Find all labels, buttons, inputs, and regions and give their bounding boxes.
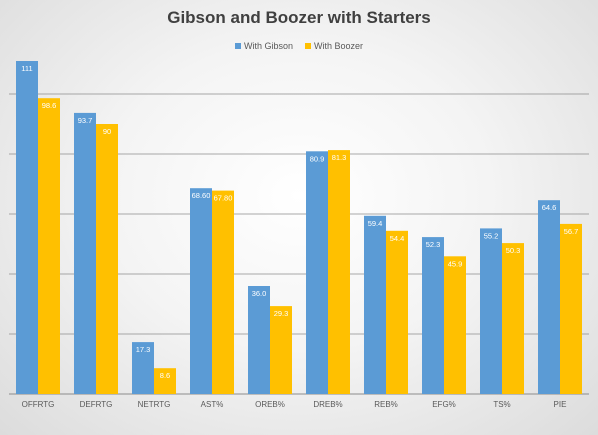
bar-gibson <box>538 200 560 394</box>
data-label-gibson: 55.2 <box>484 231 499 240</box>
x-tick-label: DREB% <box>313 400 342 409</box>
data-label-gibson: 93.7 <box>78 116 93 125</box>
legend-label-gibson: With Gibson <box>243 41 293 51</box>
data-label-gibson: 52.3 <box>426 240 441 249</box>
legend-swatch-boozer <box>305 43 311 49</box>
bar-gibson <box>16 61 38 394</box>
bar-boozer <box>502 243 524 394</box>
data-label-gibson: 36.0 <box>252 289 267 298</box>
x-tick-label: OREB% <box>255 400 285 409</box>
x-tick-label: PIE <box>554 400 567 409</box>
data-label-boozer: 90 <box>103 127 111 136</box>
x-tick-label: AST% <box>201 400 224 409</box>
x-tick-label: TS% <box>493 400 510 409</box>
bar-gibson <box>480 228 502 394</box>
data-label-gibson: 59.4 <box>368 219 383 228</box>
bar-gibson <box>74 112 96 395</box>
x-tick-label: DEFRTG <box>80 400 113 409</box>
bar-gibson <box>306 151 328 394</box>
data-label-boozer: 54.4 <box>390 234 405 243</box>
data-label-gibson: 64.6 <box>542 203 557 212</box>
x-tick-label: OFFRTG <box>22 400 55 409</box>
bar-boozer <box>212 190 234 394</box>
data-label-boozer: 29.3 <box>274 309 289 318</box>
data-label-boozer: 67.80 <box>214 194 233 203</box>
bar-boozer <box>386 230 408 394</box>
x-tick-label: EFG% <box>432 400 456 409</box>
legend: With Gibson With Boozer <box>0 41 598 51</box>
data-label-boozer: 8.6 <box>160 371 170 380</box>
legend-swatch-gibson <box>234 43 241 49</box>
bar-gibson <box>132 342 154 394</box>
data-label-boozer: 56.7 <box>564 227 579 236</box>
chart-title: Gibson and Boozer with Starters <box>167 8 431 27</box>
bar-gibson <box>248 286 270 394</box>
data-label-gibson: 68.60 <box>192 191 211 200</box>
data-label-gibson: 17.3 <box>136 345 151 354</box>
data-label-boozer: 50.3 <box>506 246 521 255</box>
bar-boozer <box>270 306 292 394</box>
legend-label-boozer: With Boozer <box>314 41 364 51</box>
bar-gibson <box>190 188 212 394</box>
bar-gibson <box>422 237 444 394</box>
data-label-gibson: 80.9 <box>310 154 325 163</box>
bar-gibson <box>364 215 386 394</box>
data-label-boozer: 45.9 <box>448 259 463 268</box>
data-label-boozer: 98.6 <box>42 101 57 110</box>
data-label-boozer: 81.3 <box>332 153 347 162</box>
data-label-gibson: 111 <box>21 64 32 73</box>
legend-item-gibson: With Gibson <box>234 41 293 51</box>
legend-item-boozer: With Boozer <box>305 41 363 51</box>
bar-boozer <box>328 150 350 394</box>
bar-boozer <box>154 368 176 394</box>
x-tick-label: NETRTG <box>138 400 171 409</box>
bar-boozer <box>560 223 582 394</box>
bar-boozer <box>96 124 118 394</box>
bar-boozer <box>444 256 466 394</box>
x-tick-label: REB% <box>374 400 398 409</box>
bar-boozer <box>38 98 60 394</box>
